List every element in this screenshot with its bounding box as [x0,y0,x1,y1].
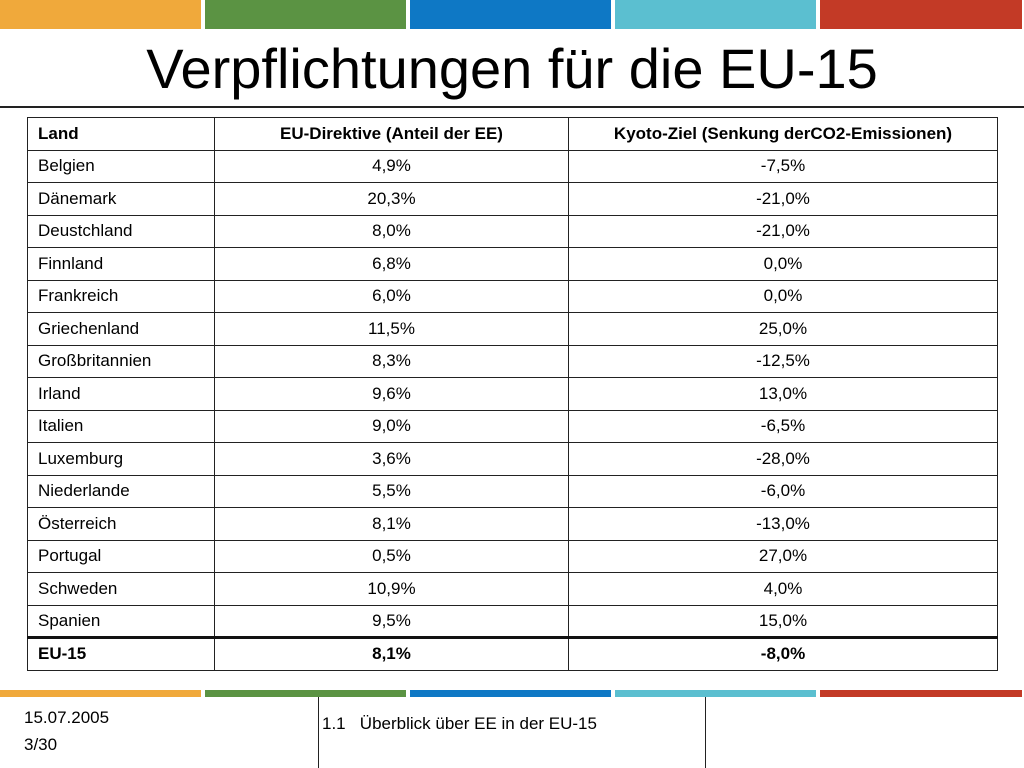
table-header-row: Land EU-Direktive (Anteil der EE) Kyoto-… [27,117,998,151]
cell-land: Luxemburg [27,442,215,476]
bottom-color-bar [0,690,1024,697]
cell-kyoto-target: -12,5% [568,344,998,378]
color-segment-cyan [615,0,816,29]
cell-eu-directive: 9,6% [214,377,569,411]
cell-kyoto-target: -7,5% [568,149,998,183]
cell-eu-directive: 8,1% [214,507,569,541]
table-row: Portugal 0,5% 27,0% [27,539,998,573]
cell-eu-directive: 9,5% [214,604,569,638]
color-segment-orange [0,0,201,29]
cell-eu-directive: 9,0% [214,409,569,443]
cell-kyoto-target: 25,0% [568,312,998,346]
table-total-row: EU-15 8,1% -8,0% [27,636,998,671]
cell-land: Niederlande [27,474,215,508]
column-header-land: Land [27,117,215,151]
color-segment-cyan [615,690,816,697]
color-segment-red [820,690,1022,697]
cell-kyoto-target: -21,0% [568,214,998,248]
color-segment-blue [410,0,611,29]
cell-eu-directive: 8,0% [214,214,569,248]
commitments-table: Land EU-Direktive (Anteil der EE) Kyoto-… [27,117,998,671]
cell-kyoto-target: -13,0% [568,507,998,541]
table-row: Schweden 10,9% 4,0% [27,572,998,606]
cell-kyoto-target: 15,0% [568,604,998,638]
table-row: Deustchland 8,0% -21,0% [27,214,998,248]
title-divider [0,106,1024,108]
table-row: Dänemark 20,3% -21,0% [27,182,998,216]
cell-kyoto-target: 27,0% [568,539,998,573]
cell-kyoto-target: -6,0% [568,474,998,508]
column-header-kyoto-target: Kyoto-Ziel (Senkung derCO2-Emissionen) [568,117,998,151]
slide-title: Verpflichtungen für die EU-15 [146,37,878,100]
footer-section-title: 1.1 Überblick über EE in der EU-15 [322,714,597,733]
cell-land: Irland [27,377,215,411]
table-row: Belgien 4,9% -7,5% [27,149,998,183]
cell-eu-directive: 4,9% [214,149,569,183]
cell-land: Frankreich [27,279,215,313]
cell-eu-directive: 5,5% [214,474,569,508]
cell-kyoto-target: 0,0% [568,247,998,281]
cell-kyoto-target: -21,0% [568,182,998,216]
cell-land: Schweden [27,572,215,606]
cell-land: Österreich [27,507,215,541]
table-row: Italien 9,0% -6,5% [27,409,998,443]
cell-land: Großbritannien [27,344,215,378]
cell-kyoto-target: 4,0% [568,572,998,606]
cell-eu-directive: 10,9% [214,572,569,606]
cell-eu-directive: 0,5% [214,539,569,573]
cell-kyoto-target: -8,0% [568,636,998,671]
cell-eu-directive: 6,8% [214,247,569,281]
table-row: Luxemburg 3,6% -28,0% [27,442,998,476]
cell-land: Portugal [27,539,215,573]
color-segment-blue [410,690,611,697]
cell-land: Finnland [27,247,215,281]
cell-land: Spanien [27,604,215,638]
column-header-eu-directive: EU-Direktive (Anteil der EE) [214,117,569,151]
footer-date: 15.07.2005 [24,708,110,727]
cell-eu-directive: 3,6% [214,442,569,476]
cell-eu-directive: 8,1% [214,636,569,671]
cell-kyoto-target: 13,0% [568,377,998,411]
table-row: Frankreich 6,0% 0,0% [27,279,998,313]
cell-land: Belgien [27,149,215,183]
table-row: Österreich 8,1% -13,0% [27,507,998,541]
footer-page-number: 3/30 [24,735,58,754]
table-row: Großbritannien 8,3% -12,5% [27,344,998,378]
cell-land: Deustchland [27,214,215,248]
cell-kyoto-target: -6,5% [568,409,998,443]
top-color-bar [0,0,1024,29]
table-row: Griechenland 11,5% 25,0% [27,312,998,346]
cell-kyoto-target: -28,0% [568,442,998,476]
table-row: Niederlande 5,5% -6,0% [27,474,998,508]
cell-eu-directive: 20,3% [214,182,569,216]
color-segment-orange [0,690,201,697]
footer-divider [705,697,706,768]
cell-land: EU-15 [27,636,215,671]
cell-eu-directive: 6,0% [214,279,569,313]
cell-land: Griechenland [27,312,215,346]
footer-divider [318,697,319,768]
cell-kyoto-target: 0,0% [568,279,998,313]
table-row: Spanien 9,5% 15,0% [27,604,998,638]
cell-eu-directive: 11,5% [214,312,569,346]
color-segment-green [205,0,406,29]
cell-land: Dänemark [27,182,215,216]
color-segment-green [205,690,406,697]
table-row: Finnland 6,8% 0,0% [27,247,998,281]
cell-eu-directive: 8,3% [214,344,569,378]
color-segment-red [820,0,1022,29]
cell-land: Italien [27,409,215,443]
table-row: Irland 9,6% 13,0% [27,377,998,411]
